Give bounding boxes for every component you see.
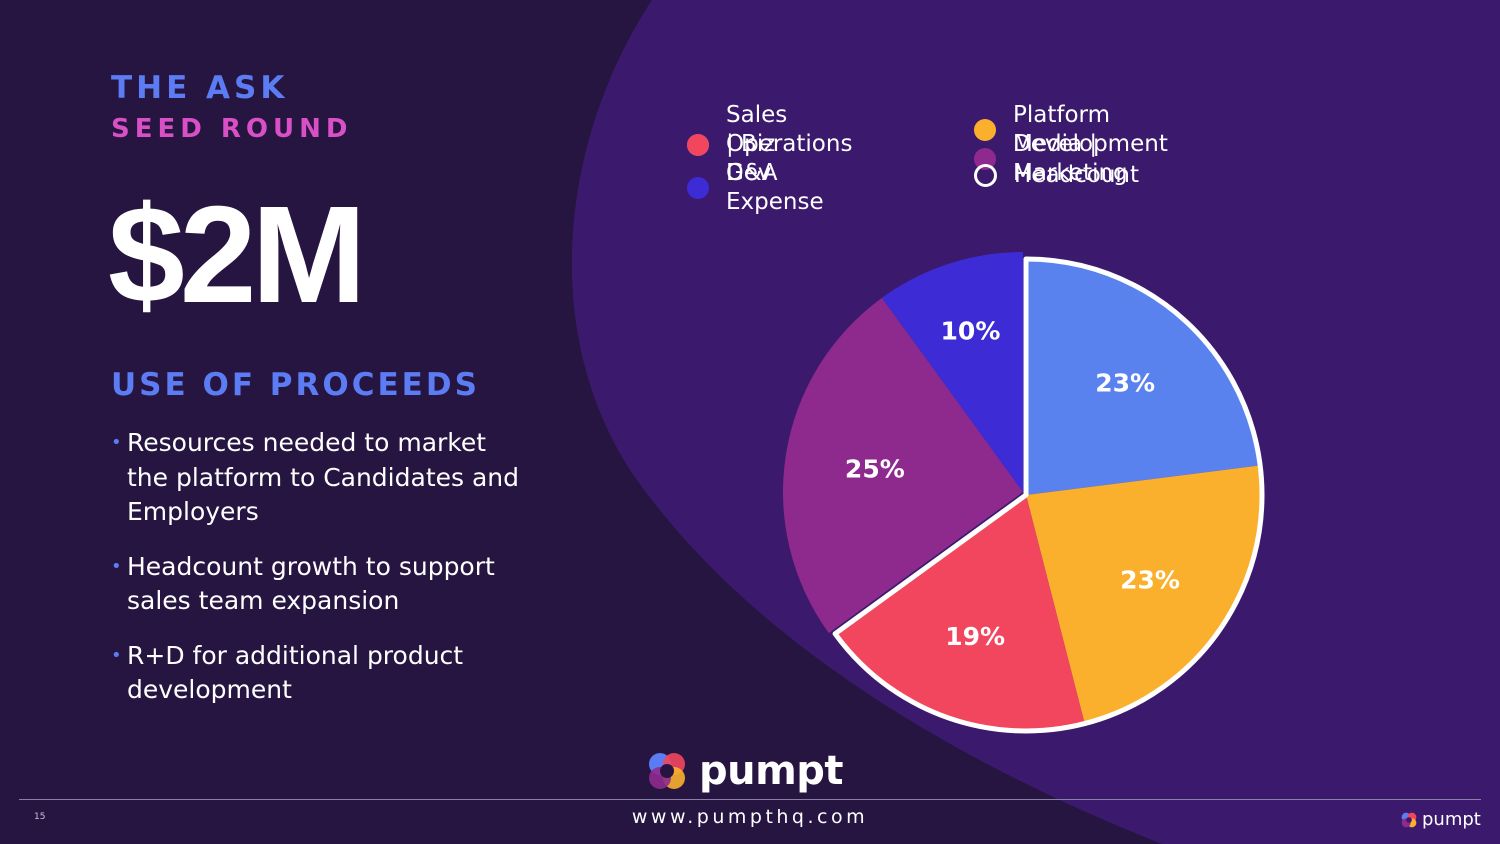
pie-slice-sales-biz-dev (1026, 259, 1261, 495)
legend-label: Platform Development (1013, 102, 1168, 157)
brand-logo: pumpt (645, 748, 844, 794)
pie-label: 23% (1095, 368, 1155, 397)
proceeds-item-text: Resources needed to market the platform … (127, 428, 520, 526)
legend-label: Sales | Biz Dev (726, 102, 788, 186)
legend-swatch (974, 164, 997, 187)
footer-brand-name: pumpt (1422, 809, 1481, 830)
pie-chart: 23% 23% 19% 25% 10% (783, 252, 1265, 734)
proceeds-list: • Resources needed to market the platfor… (111, 426, 531, 728)
bullet-marker: • (111, 644, 122, 666)
pie-label: 10% (941, 316, 1001, 345)
pie-slice-operations (835, 495, 1085, 731)
ask-title: THE ASK (111, 70, 289, 106)
funding-amount: $2M (108, 178, 366, 332)
headcount-outline (832, 256, 1265, 734)
pumpt-small-logo-icon (1401, 812, 1417, 827)
pumpt-logo-icon (649, 753, 685, 789)
legend-item-ga-expense: G&A Expense (687, 159, 824, 217)
pie-label: 25% (845, 455, 905, 484)
proceeds-item: • R+D for additional product development (111, 639, 531, 708)
legend-swatch (687, 133, 709, 156)
proceeds-item: • Resources needed to market the platfor… (111, 426, 531, 530)
brand-name: pumpt (699, 748, 844, 794)
page-number: 15 (34, 812, 46, 822)
legend-label: Operations (726, 131, 853, 157)
legend-item-platform: Platform Development (974, 101, 1168, 159)
website-link[interactable]: www.pumpthq.com (631, 806, 869, 828)
footer-logo: pumpt (1400, 809, 1481, 830)
proceeds-item-text: Headcount growth to support sales team e… (127, 551, 495, 616)
pie-slice-media-marketing (783, 297, 1023, 634)
seed-round-title: SEED ROUND (111, 114, 353, 144)
legend-label: Headcount (1014, 162, 1140, 188)
use-of-proceeds-title: USE OF PROCEEDS (111, 367, 480, 403)
legend-item-operations: Operations (687, 130, 852, 159)
proceeds-item: • Headcount growth to support sales team… (111, 550, 531, 619)
legend-label: Media | Marketing (1013, 131, 1128, 186)
legend-label: G&A Expense (726, 160, 824, 215)
bullet-marker: • (111, 432, 122, 453)
legend-item-headcount: Headcount (974, 161, 1139, 190)
legend-swatch (974, 119, 996, 141)
pie-label: 19% (945, 622, 1005, 651)
proceeds-item-text: R+D for additional product development (127, 640, 464, 705)
bullet-marker: • (111, 555, 122, 577)
pie-slice-g-a-expense (881, 252, 1023, 492)
footer-divider (19, 799, 1481, 800)
pie-label: 23% (1120, 565, 1180, 594)
pie-slice-platform-development (1026, 465, 1262, 724)
legend-swatch (687, 177, 709, 199)
